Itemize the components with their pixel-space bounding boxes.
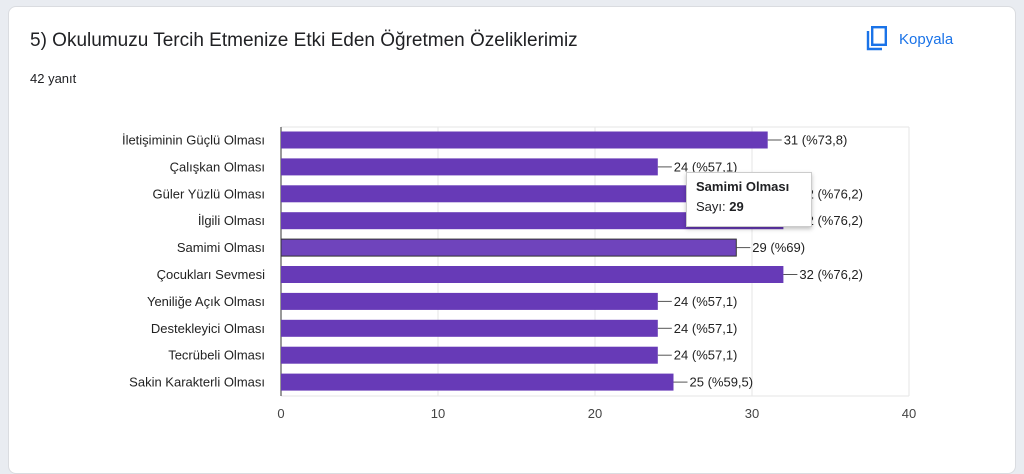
bar	[280, 238, 737, 257]
data-label: 24 (%57,1)	[674, 321, 738, 336]
category-label: Samimi Olması	[177, 240, 265, 255]
tooltip-label: Sayı:	[696, 199, 730, 214]
data-label: 24 (%57,1)	[674, 348, 738, 363]
response-count: 42 yanıt	[30, 71, 77, 86]
tooltip: Samimi Olması Sayı: 29	[686, 172, 812, 227]
tooltip-count: Sayı: 29	[696, 199, 802, 214]
data-label: 24 (%57,1)	[674, 159, 738, 174]
category-label: Yeniliğe Açık Olması	[147, 294, 265, 309]
copy-button[interactable]: Kopyala	[865, 26, 953, 52]
question-title: 5) Okulumuzu Tercih Etmenize Etki Eden Ö…	[30, 30, 578, 51]
x-tick-label: 20	[588, 406, 602, 421]
data-label: 24 (%57,1)	[674, 294, 738, 309]
data-label: 31 (%73,8)	[784, 133, 848, 148]
category-label: Çalışkan Olması	[170, 159, 265, 174]
x-tick-label: 40	[902, 406, 916, 421]
data-label: 29 (%69)	[752, 240, 805, 255]
tooltip-value: 29	[729, 199, 744, 214]
x-tick-label: 30	[745, 406, 759, 421]
tooltip-title: Samimi Olması	[696, 179, 790, 194]
bar	[281, 266, 784, 283]
copy-icon	[865, 26, 889, 52]
category-label: Destekleyici Olması	[151, 321, 265, 336]
copy-label: Kopyala	[899, 30, 954, 48]
data-label: 32 (%76,2)	[799, 267, 863, 282]
bar	[281, 212, 784, 230]
category-label: İlgili Olması	[198, 213, 265, 228]
bar	[281, 292, 658, 310]
bar	[281, 158, 658, 176]
data-label: 32 (%76,2)	[799, 186, 863, 201]
bar	[281, 131, 768, 149]
category-label: Sakin Karakterli Olması	[129, 375, 265, 390]
bar	[281, 373, 674, 391]
data-label: 25 (%59,5)	[690, 375, 754, 390]
category-label: Güler Yüzlü Olması	[153, 186, 265, 201]
data-label: 32 (%76,2)	[799, 213, 863, 228]
bar	[281, 346, 658, 364]
bar	[281, 185, 784, 203]
x-tick-label: 10	[431, 406, 445, 421]
x-tick-label: 0	[277, 406, 284, 421]
category-label: İletişiminin Güçlü Olması	[122, 133, 265, 148]
bar	[281, 319, 658, 337]
category-label: Tecrübeli Olması	[168, 348, 265, 363]
category-label: Çocukları Sevmesi	[157, 267, 265, 282]
